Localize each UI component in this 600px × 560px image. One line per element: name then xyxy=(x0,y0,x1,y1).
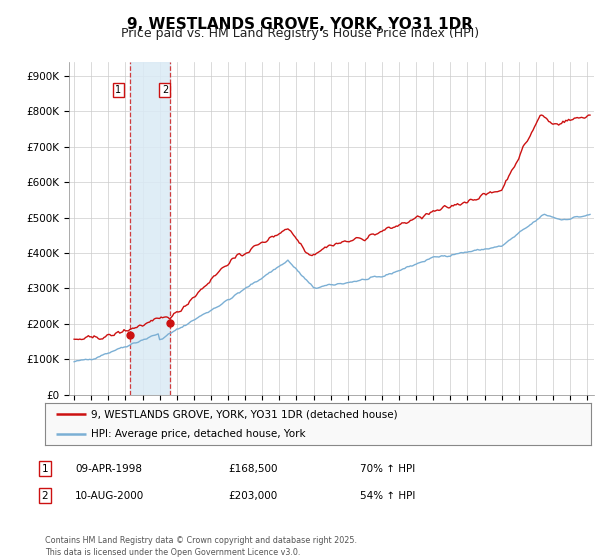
Text: 54% ↑ HPI: 54% ↑ HPI xyxy=(360,491,415,501)
Text: 2: 2 xyxy=(41,491,49,501)
Text: £203,000: £203,000 xyxy=(228,491,277,501)
Text: 70% ↑ HPI: 70% ↑ HPI xyxy=(360,464,415,474)
Text: 1: 1 xyxy=(115,85,121,95)
Text: 1: 1 xyxy=(41,464,49,474)
Text: £168,500: £168,500 xyxy=(228,464,277,474)
Text: 2: 2 xyxy=(162,85,168,95)
Text: HPI: Average price, detached house, York: HPI: Average price, detached house, York xyxy=(91,430,306,439)
Text: 9, WESTLANDS GROVE, YORK, YO31 1DR (detached house): 9, WESTLANDS GROVE, YORK, YO31 1DR (deta… xyxy=(91,409,398,419)
Text: 10-AUG-2000: 10-AUG-2000 xyxy=(75,491,144,501)
Text: Contains HM Land Registry data © Crown copyright and database right 2025.
This d: Contains HM Land Registry data © Crown c… xyxy=(45,536,357,557)
Text: 09-APR-1998: 09-APR-1998 xyxy=(75,464,142,474)
Text: 9, WESTLANDS GROVE, YORK, YO31 1DR: 9, WESTLANDS GROVE, YORK, YO31 1DR xyxy=(127,17,473,32)
Bar xyxy=(130,62,170,395)
Text: Price paid vs. HM Land Registry's House Price Index (HPI): Price paid vs. HM Land Registry's House … xyxy=(121,27,479,40)
